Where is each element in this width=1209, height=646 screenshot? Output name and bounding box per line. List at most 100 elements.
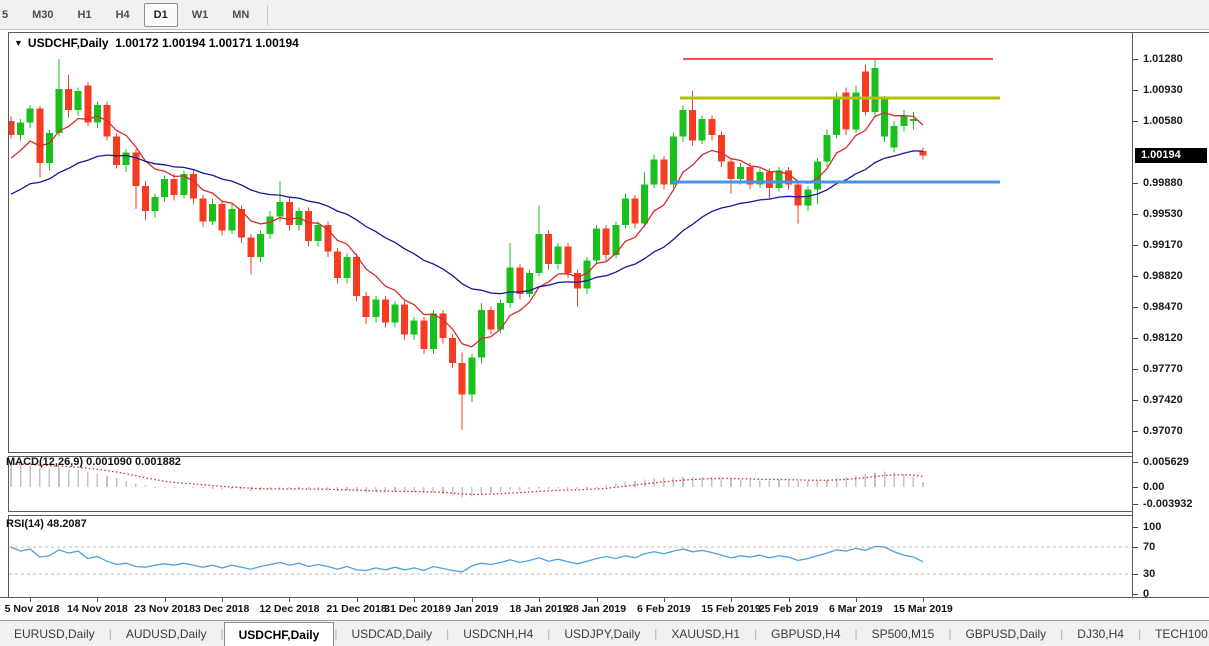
timeframe-button-m30[interactable]: M30 xyxy=(32,8,54,21)
date-axis-label: 14 Nov 2018 xyxy=(67,603,128,615)
macd-bar xyxy=(29,466,31,487)
toolbar-separator xyxy=(267,4,269,25)
date-axis-label: 6 Feb 2019 xyxy=(636,603,691,615)
price-axis-label: 0.99170 xyxy=(1143,239,1183,252)
candle-body xyxy=(199,198,207,222)
tab-audusd-daily[interactable]: AUDUSD,Daily xyxy=(125,627,207,641)
chart-tab-bar: EURUSD,Daily | AUDUSD,Daily | USDCHF,Daily | U… xyxy=(0,620,1209,646)
macd-signal-line xyxy=(10,463,924,496)
date-axis-label: 12 Dec 2018 xyxy=(259,603,320,615)
macd-axis-tick xyxy=(1133,462,1138,463)
macd-bar xyxy=(480,487,483,495)
candle-body xyxy=(449,338,457,363)
candle-body xyxy=(209,203,217,222)
macd-bar xyxy=(106,475,108,487)
macd-bar xyxy=(250,487,252,491)
macd-bar xyxy=(269,487,271,490)
macd-bar xyxy=(864,473,867,487)
price-axis-label: 1.00580 xyxy=(1143,114,1183,127)
timeframe-button-mn[interactable]: MN xyxy=(232,8,250,21)
tab-separator: | xyxy=(754,627,758,641)
tab-dj30-h4[interactable]: DJ30,H4 xyxy=(1077,627,1124,641)
tab-gbpusd-daily[interactable]: GBPUSD,Daily xyxy=(965,627,1047,641)
candle-body xyxy=(362,295,370,317)
date-axis-tick xyxy=(471,598,473,602)
tab-usdcnh-h4[interactable]: USDCNH,H4 xyxy=(463,627,534,641)
price-axis-label: 0.97420 xyxy=(1143,394,1183,407)
macd-bar xyxy=(903,474,905,487)
date-axis-label: 9 Jan 2019 xyxy=(445,603,499,615)
date-axis-label: 3 Dec 2018 xyxy=(195,603,250,615)
candle-body xyxy=(161,179,169,197)
tab-separator: | xyxy=(108,627,112,641)
price-axis-tick xyxy=(1133,58,1138,60)
timeframe-button-5[interactable]: 5 xyxy=(2,8,9,21)
candle-body xyxy=(890,126,898,148)
price-axis-tick xyxy=(1133,120,1138,122)
candlestick-series xyxy=(9,58,927,431)
macd-bar xyxy=(509,487,511,491)
candle-body xyxy=(717,134,725,162)
candle-body xyxy=(506,267,514,303)
price-axis-label: 0.99880 xyxy=(1143,176,1183,189)
macd-bar xyxy=(183,486,185,488)
tab-usdcad-daily[interactable]: USDCAD,Daily xyxy=(351,627,433,641)
candle-body xyxy=(410,320,418,335)
macd-bar xyxy=(912,476,915,487)
candle-body xyxy=(458,362,466,395)
candle-body xyxy=(497,302,505,330)
tab-usdjpy-daily[interactable]: USDJPY,Daily xyxy=(564,627,641,641)
macd-bar xyxy=(10,463,12,487)
macd-bar xyxy=(855,475,857,487)
timeframe-button-w1[interactable]: W1 xyxy=(191,8,209,21)
candle-body xyxy=(708,119,716,135)
date-axis-label: 5 Nov 2018 xyxy=(4,603,60,615)
rsi-axis-label: 0 xyxy=(1143,588,1150,600)
tab-sp500-m15[interactable]: SP500,M15 xyxy=(871,627,935,641)
rsi-axis-label: 100 xyxy=(1143,521,1162,533)
price-axis-label: 0.98120 xyxy=(1143,332,1183,345)
timeframe-button-h4[interactable]: H4 xyxy=(115,8,130,21)
macd-bar xyxy=(346,487,348,491)
candle-body xyxy=(650,159,658,185)
macd-bar xyxy=(115,478,118,487)
rsi-axis-label: 30 xyxy=(1143,567,1156,580)
timeframe-button-d1[interactable]: D1 xyxy=(143,2,178,27)
candle-body xyxy=(266,216,274,234)
macd-bar xyxy=(624,481,627,487)
price-axis-tick xyxy=(1133,213,1138,215)
candle-body xyxy=(324,225,332,252)
candle-body xyxy=(881,99,889,137)
macd-bar xyxy=(327,487,329,491)
macd-main-value: 0.001090 xyxy=(86,456,132,468)
rsi-indicator-label: RSI(14) 48.2087 xyxy=(6,518,87,530)
rsi-axis-tick xyxy=(1133,547,1138,549)
macd-bar xyxy=(240,487,243,491)
rsi-plot[interactable] xyxy=(9,516,1141,597)
candle-body xyxy=(314,225,322,241)
timeframe-button-h1[interactable]: H1 xyxy=(77,8,92,21)
tab-gbpusd-h4[interactable]: GBPUSD,H4 xyxy=(771,627,841,641)
symbol-dropdown-icon[interactable]: ▼ xyxy=(14,38,23,48)
candle-body xyxy=(420,320,428,349)
macd-bar xyxy=(355,487,358,492)
candle-body xyxy=(74,90,82,111)
candle-body xyxy=(785,170,793,185)
tab-tech100-h1[interactable]: TECH100,H1 xyxy=(1155,627,1209,641)
tab-eurusd-daily[interactable]: EURUSD,Daily xyxy=(14,627,95,641)
candle-body xyxy=(861,71,869,112)
tab-usdchf-daily[interactable]: USDCHF,Daily xyxy=(223,622,335,646)
macd-plot[interactable] xyxy=(9,457,1141,511)
macd-bar xyxy=(730,478,732,487)
macd-bar xyxy=(538,487,540,489)
date-axis-label: 15 Mar 2019 xyxy=(893,603,953,615)
macd-bar xyxy=(58,467,60,487)
macd-bar xyxy=(547,487,550,489)
macd-bar xyxy=(557,487,559,489)
candle-body xyxy=(55,89,63,134)
macd-bar xyxy=(807,481,809,487)
candle-body xyxy=(228,209,236,231)
main-chart-plot[interactable] xyxy=(9,33,1141,452)
tab-xauusd-h1[interactable]: XAUUSD,H1 xyxy=(671,627,741,641)
macd-bar xyxy=(922,482,924,487)
